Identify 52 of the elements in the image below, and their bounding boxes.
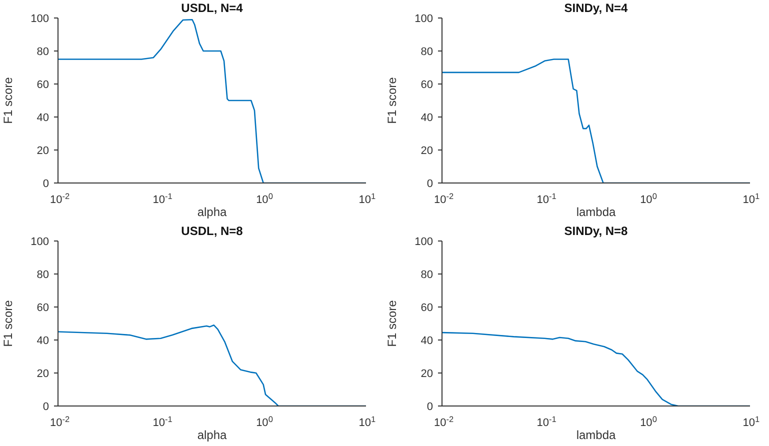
x-tick-label: 10$^{0}$ — [256, 414, 274, 429]
y-tick-label: 0 — [426, 178, 433, 190]
x-tick-label: 10$^{1}$ — [742, 414, 760, 429]
y-axis-title: F1 score — [1, 76, 15, 124]
y-tick-label: 0 — [426, 401, 433, 413]
x-tick-label: 10$^{0}$ — [256, 192, 274, 206]
y-tick-label: 60 — [420, 79, 433, 91]
x-axis-title: alpha — [196, 205, 228, 220]
x-axis-title: lambda — [575, 428, 617, 443]
y-tick-label: 100 — [30, 13, 49, 25]
y-tick-label: 0 — [42, 178, 49, 190]
chart-title: SINDy, N=4 — [563, 1, 629, 15]
y-axis-title: F1 score — [1, 300, 15, 347]
y-tick-label: 80 — [36, 46, 49, 58]
x-axis-title: alpha — [196, 428, 228, 443]
x-tick-label: 10$^{-2}$ — [50, 192, 70, 206]
x-axis-title: lambda — [575, 205, 617, 220]
y-tick-label: 80 — [420, 269, 433, 281]
x-tick-label: 10$^{-2}$ — [50, 414, 70, 429]
y-axis-title: F1 score — [385, 300, 399, 347]
x-tick-label: 10$^{1}$ — [358, 192, 376, 206]
y-tick-label: 100 — [30, 236, 49, 248]
y-tick-label: 60 — [36, 79, 49, 91]
y-axis-title: F1 score — [385, 76, 399, 124]
y-tick-label: 80 — [36, 269, 49, 281]
x-tick-label: 10$^{1}$ — [358, 414, 376, 429]
y-tick-label: 20 — [420, 368, 433, 380]
x-tick-label: 10$^{0}$ — [640, 414, 658, 429]
y-tick-label: 20 — [420, 145, 433, 157]
x-tick-label: 10$^{-1}$ — [152, 414, 173, 429]
y-tick-label: 40 — [420, 335, 433, 347]
y-tick-label: 60 — [420, 302, 433, 314]
x-tick-label: 10$^{-1}$ — [152, 192, 173, 206]
x-tick-label: 10$^{0}$ — [640, 192, 658, 206]
x-tick-label: 10$^{-1}$ — [536, 414, 557, 429]
chart-title: USDL, N=8 — [180, 224, 244, 238]
chart-title: USDL, N=4 — [180, 1, 244, 15]
y-tick-label: 0 — [42, 401, 49, 413]
y-tick-label: 40 — [420, 112, 433, 124]
x-tick-label: 10$^{-2}$ — [434, 192, 454, 206]
y-tick-label: 80 — [420, 46, 433, 58]
y-tick-label: 20 — [36, 368, 49, 380]
y-tick-label: 100 — [414, 236, 433, 248]
x-tick-label: 10$^{-1}$ — [536, 192, 557, 206]
x-tick-label: 10$^{-2}$ — [434, 414, 454, 429]
y-tick-label: 20 — [36, 145, 49, 157]
chart-title: SINDy, N=8 — [563, 224, 629, 238]
y-tick-label: 60 — [36, 302, 49, 314]
y-tick-label: 40 — [36, 335, 49, 347]
y-tick-label: 40 — [36, 112, 49, 124]
x-tick-label: 10$^{1}$ — [742, 192, 760, 206]
y-tick-label: 100 — [414, 13, 433, 25]
